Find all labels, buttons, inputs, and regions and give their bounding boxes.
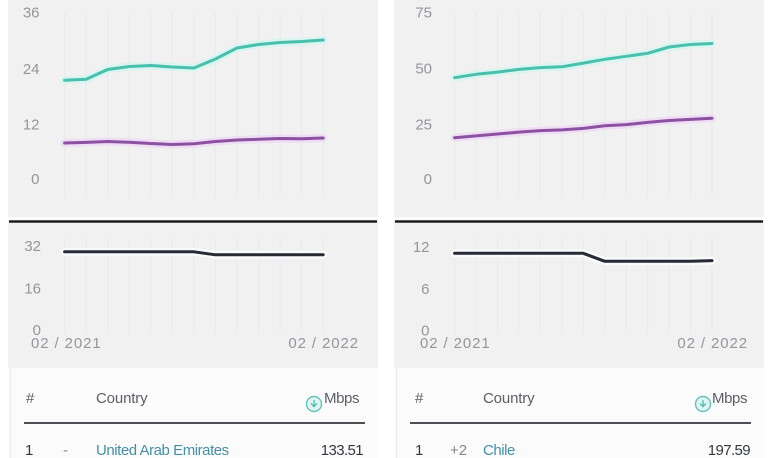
svg-text:12: 12 bbox=[413, 239, 430, 256]
svg-text:36: 36 bbox=[23, 5, 40, 22]
svg-text:0: 0 bbox=[33, 322, 41, 339]
svg-text:0: 0 bbox=[31, 171, 39, 188]
svg-text:0: 0 bbox=[424, 171, 432, 188]
svg-text:50: 50 bbox=[415, 61, 432, 78]
svg-text:75: 75 bbox=[415, 5, 432, 22]
svg-text:6: 6 bbox=[421, 281, 429, 298]
svg-text:24: 24 bbox=[23, 61, 40, 78]
svg-text:02 / 2021: 02 / 2021 bbox=[420, 335, 491, 352]
svg-text:02 / 2022: 02 / 2022 bbox=[288, 335, 359, 352]
svg-text:25: 25 bbox=[415, 117, 432, 134]
svg-text:32: 32 bbox=[24, 238, 41, 255]
svg-text:0: 0 bbox=[421, 323, 429, 340]
svg-text:02 / 2022: 02 / 2022 bbox=[677, 335, 748, 352]
svg-text:12: 12 bbox=[23, 117, 40, 134]
svg-text:02 / 2021: 02 / 2021 bbox=[31, 335, 102, 352]
svg-text:16: 16 bbox=[24, 281, 41, 298]
